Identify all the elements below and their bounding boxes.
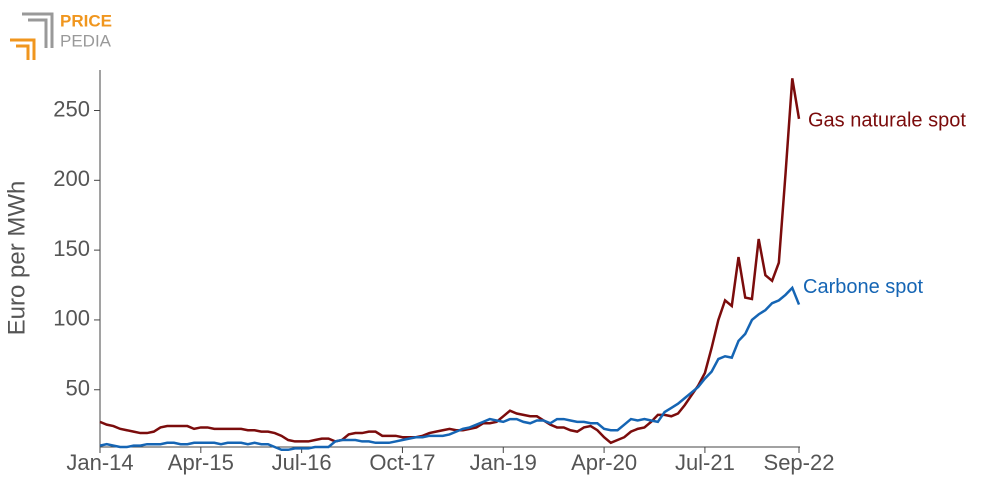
logo-mark: [22, 12, 54, 48]
logo: PRICE PEDIA: [10, 11, 112, 60]
y-tick-label: 200: [53, 166, 90, 191]
y-axis-label: Euro per MWh: [3, 181, 30, 336]
series-line: [99, 78, 801, 445]
x-tick-label: Sep-22: [764, 450, 835, 475]
x-tick-label: Jul-21: [675, 450, 735, 475]
x-tick-label: Apr-20: [571, 450, 637, 475]
x-tick-label: Jul-16: [272, 450, 332, 475]
series-label: Carbone spot: [803, 276, 924, 298]
x-tick-label: Jan-19: [470, 450, 537, 475]
y-tick-label: 150: [53, 236, 90, 261]
series-line: [99, 285, 801, 452]
y-tick-label: 50: [66, 376, 90, 401]
y-tick-label: 250: [53, 96, 90, 121]
logo-text: PRICE: [60, 11, 112, 30]
series-label: Gas naturale spot: [808, 109, 966, 131]
x-tick-label: Jan-14: [66, 450, 133, 475]
logo-text: PEDIA: [60, 31, 112, 50]
y-tick-label: 100: [53, 306, 90, 331]
x-tick-label: Apr-15: [168, 450, 234, 475]
logo-mark: [10, 38, 36, 60]
x-tick-label: Oct-17: [369, 450, 435, 475]
